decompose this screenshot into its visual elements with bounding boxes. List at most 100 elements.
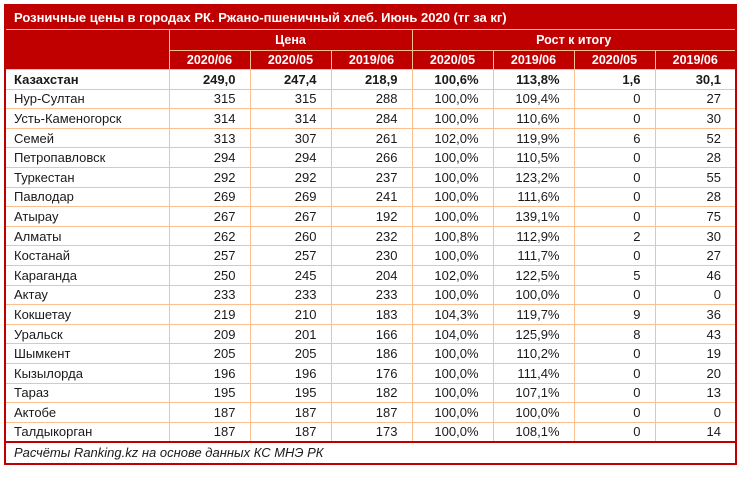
value-cell: 209	[168, 323, 251, 345]
source-row: Расчёты Ranking.kz на основе данных КС М…	[4, 441, 737, 465]
value-cell: 108,1%	[492, 421, 575, 443]
city-cell: Актау	[4, 284, 170, 306]
value-cell: 187	[168, 421, 251, 443]
column-header: 2020/05	[249, 50, 332, 70]
value-cell: 102,0%	[411, 127, 494, 149]
value-cell: 100,0%	[492, 284, 575, 306]
value-cell: 30	[654, 225, 737, 247]
value-cell: 262	[168, 225, 251, 247]
value-cell: 315	[168, 88, 251, 110]
value-cell: 20	[654, 362, 737, 384]
city-cell: Тараз	[4, 382, 170, 404]
value-cell: 55	[654, 166, 737, 188]
value-cell: 230	[330, 245, 413, 266]
value-cell: 100,0%	[492, 402, 575, 423]
value-cell: 110,5%	[492, 147, 575, 168]
value-cell: 28	[654, 186, 737, 208]
value-cell: 294	[249, 147, 332, 168]
value-cell: 267	[168, 206, 251, 227]
value-cell: 110,2%	[492, 343, 575, 364]
value-cell: 205	[249, 343, 332, 364]
value-cell: 107,1%	[492, 382, 575, 404]
value-cell: 109,4%	[492, 88, 575, 110]
value-cell: 125,9%	[492, 323, 575, 345]
city-cell: Костанай	[4, 245, 170, 266]
value-cell: 112,9%	[492, 225, 575, 247]
value-cell: 182	[330, 382, 413, 404]
city-cell: Павлодар	[4, 186, 170, 208]
value-cell: 0	[573, 343, 656, 364]
table-title: Розничные цены в городах РК. Ржано-пшени…	[4, 4, 737, 30]
city-cell: Уральск	[4, 323, 170, 345]
value-cell: 284	[330, 108, 413, 129]
value-cell: 292	[168, 166, 251, 188]
value-cell: 0	[573, 362, 656, 384]
table-row: Актобе 187 187 187 100,0% 100,0% 0 0	[4, 402, 737, 423]
value-cell: 249,0	[168, 69, 251, 90]
value-cell: 100,0%	[411, 343, 494, 364]
value-cell: 14	[654, 421, 737, 443]
value-cell: 315	[249, 88, 332, 110]
value-cell: 122,5%	[492, 264, 575, 286]
table-row: Уральск 209 201 166 104,0% 125,9% 8 43	[4, 323, 737, 345]
value-cell: 187	[249, 421, 332, 443]
value-cell: 100,0%	[411, 382, 494, 404]
value-cell: 100,0%	[411, 147, 494, 168]
value-cell: 267	[249, 206, 332, 227]
table-row: Кокшетау 219 210 183 104,3% 119,7% 9 36	[4, 304, 737, 325]
group-header-price: Цена	[168, 29, 413, 51]
value-cell: 0	[654, 402, 737, 423]
city-cell: Атырау	[4, 206, 170, 227]
table-row: Кызылорда 196 196 176 100,0% 111,4% 0 20	[4, 362, 737, 384]
value-cell: 110,6%	[492, 108, 575, 129]
value-cell: 0	[573, 206, 656, 227]
column-header: 2020/06	[168, 50, 251, 70]
value-cell: 288	[330, 88, 413, 110]
value-cell: 100,8%	[411, 225, 494, 247]
value-cell: 187	[330, 402, 413, 423]
value-cell: 100,0%	[411, 206, 494, 227]
price-table: Розничные цены в городах РК. Ржано-пшени…	[4, 4, 738, 466]
value-cell: 0	[573, 284, 656, 306]
value-cell: 210	[249, 304, 332, 325]
value-cell: 233	[330, 284, 413, 306]
value-cell: 269	[168, 186, 251, 208]
table-row: Петропавловск 294 294 266 100,0% 110,5% 0 28	[4, 147, 737, 168]
city-cell: Актобе	[4, 402, 170, 423]
table-header: Розничные цены в городах РК. Ржано-пшени…	[4, 4, 737, 70]
value-cell: 232	[330, 225, 413, 247]
value-cell: 166	[330, 323, 413, 345]
table-row: Шымкент 205 205 186 100,0% 110,2% 0 19	[4, 343, 737, 364]
value-cell: 100,0%	[411, 284, 494, 306]
value-cell: 28	[654, 147, 737, 168]
value-cell: 219	[168, 304, 251, 325]
value-cell: 100,0%	[411, 245, 494, 266]
table-footer: Расчёты Ranking.kz на основе данных КС М…	[4, 441, 737, 465]
value-cell: 100,0%	[411, 362, 494, 384]
column-header: 2020/05	[573, 50, 656, 70]
group-header-growth: Рост к итогу	[411, 29, 737, 51]
value-cell: 0	[573, 166, 656, 188]
table-row: Талдыкорган 187 187 173 100,0% 108,1% 0 14	[4, 421, 737, 443]
table-row: Тараз 195 195 182 100,0% 107,1% 0 13	[4, 382, 737, 404]
value-cell: 192	[330, 206, 413, 227]
value-cell: 111,4%	[492, 362, 575, 384]
value-cell: 104,0%	[411, 323, 494, 345]
table-row: Усть-Каменогорск 314 314 284 100,0% 110,6% 0 30	[4, 108, 737, 129]
table-row: Казахстан 249,0 247,4 218,9 100,6% 113,8% 1,6 3…	[4, 69, 737, 90]
value-cell: 201	[249, 323, 332, 345]
table-row: Костанай 257 257 230 100,0% 111,7% 0 27	[4, 245, 737, 266]
city-cell: Усть-Каменогорск	[4, 108, 170, 129]
value-cell: 100,0%	[411, 186, 494, 208]
value-cell: 0	[573, 186, 656, 208]
value-cell: 27	[654, 245, 737, 266]
value-cell: 30	[654, 108, 737, 129]
value-cell: 100,6%	[411, 69, 494, 90]
column-header: 2019/06	[492, 50, 575, 70]
value-cell: 183	[330, 304, 413, 325]
value-cell: 8	[573, 323, 656, 345]
value-cell: 187	[249, 402, 332, 423]
value-cell: 13	[654, 382, 737, 404]
city-column-header	[4, 29, 170, 70]
